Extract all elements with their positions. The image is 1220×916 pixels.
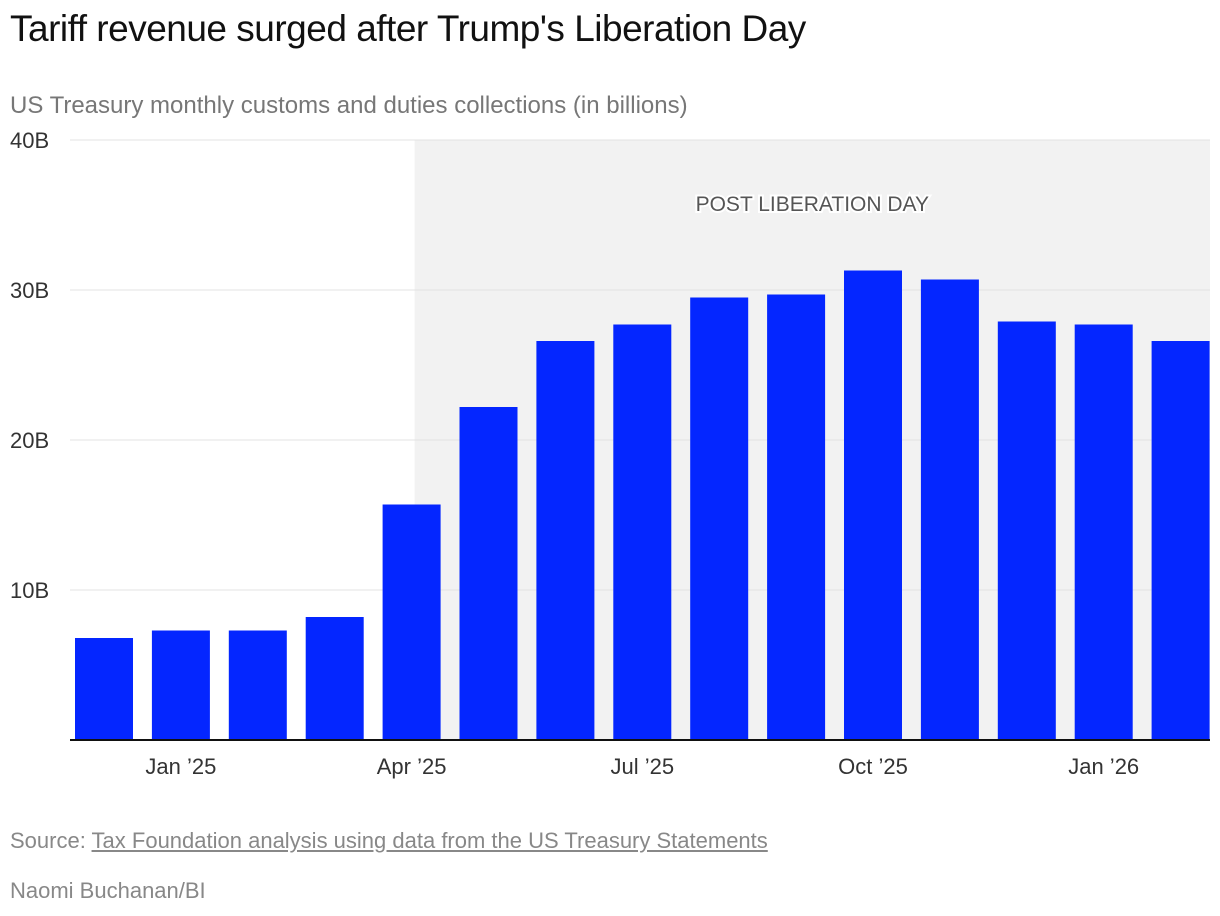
x-tick-label: Oct ’25 (838, 754, 908, 779)
y-tick-label: 30B (10, 278, 49, 303)
source-link[interactable]: Tax Foundation analysis using data from … (91, 828, 768, 853)
bar-dec-24 (75, 638, 133, 740)
y-tick-label: 40B (10, 128, 49, 153)
bar-jan-25 (151, 630, 210, 740)
bar-feb-25 (228, 630, 287, 740)
y-tick-label: 20B (10, 428, 49, 453)
source-label: Source: (10, 828, 86, 853)
x-tick-label: Jul ’25 (611, 754, 675, 779)
x-tick-label: Jan ’26 (1068, 754, 1139, 779)
bar-nov-25 (920, 279, 979, 740)
bar-jan-26 (1074, 324, 1133, 740)
bar-feb-26 (1151, 341, 1210, 740)
bar-jul-25 (613, 324, 672, 740)
bar-jun-25 (536, 341, 595, 740)
x-tick-label: Jan ’25 (145, 754, 216, 779)
x-tick-label: Apr ’25 (377, 754, 447, 779)
bar-dec-25 (997, 321, 1056, 740)
bar-mar-25 (305, 617, 364, 740)
credit: Naomi Buchanan/BI (10, 878, 206, 903)
source-line: Source: Tax Foundation analysis using da… (10, 828, 768, 854)
bar-sep-25 (767, 294, 826, 740)
bar-may-25 (459, 407, 518, 740)
bar-oct-25 (844, 270, 902, 740)
y-tick-label: 10B (10, 578, 49, 603)
annotation-label: POST LIBERATION DAY (696, 193, 929, 216)
bar-aug-25 (690, 297, 749, 740)
bar-apr-25 (382, 504, 441, 740)
chart-subtitle: US Treasury monthly customs and duties c… (10, 92, 688, 119)
chart-title: Tariff revenue surged after Trump's Libe… (10, 8, 806, 49)
